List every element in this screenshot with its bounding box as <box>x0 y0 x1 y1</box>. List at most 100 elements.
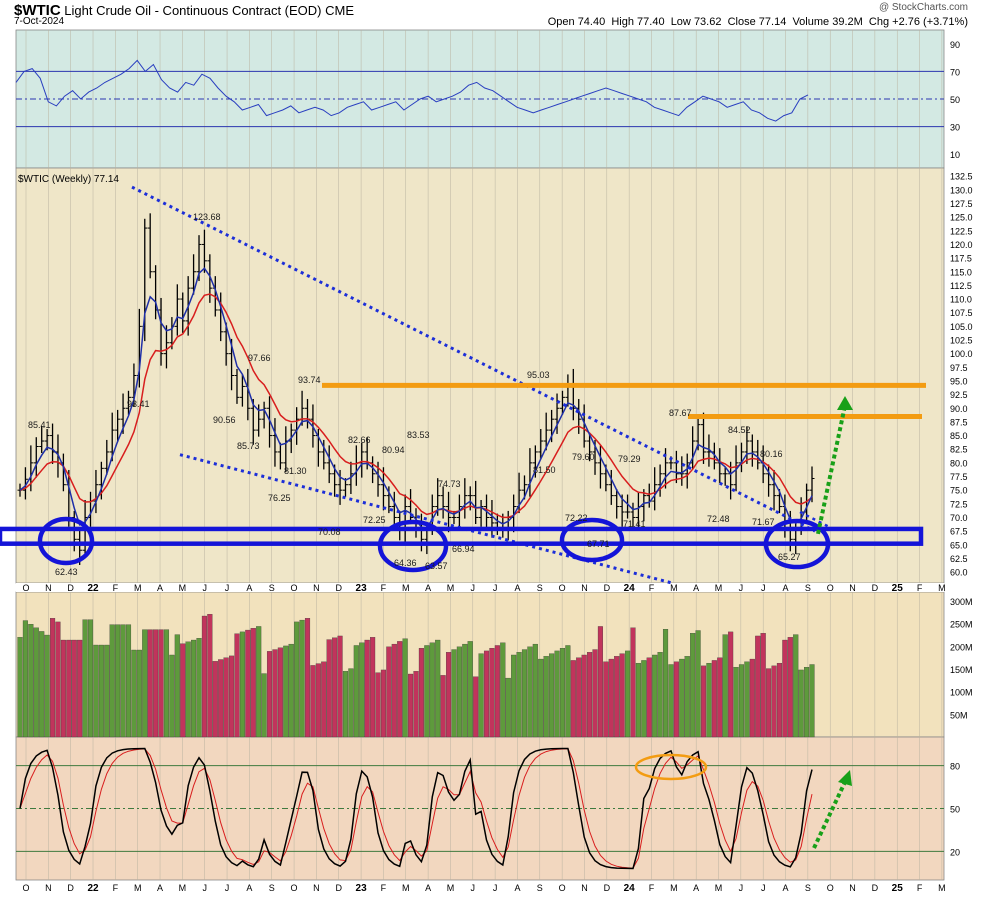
volume-bar <box>776 662 783 738</box>
price-annotation: 66.94 <box>452 544 475 554</box>
volume-bar <box>424 645 430 738</box>
volume-bar <box>131 649 137 738</box>
price-annotation: 90.56 <box>213 415 236 425</box>
volume-bar <box>451 649 457 738</box>
volume-bar <box>793 634 799 738</box>
volume-bar <box>538 658 544 738</box>
volume-bar <box>98 644 104 738</box>
volume-bar <box>782 639 788 738</box>
volume-bar <box>516 652 522 738</box>
price-tick-label: 112.5 <box>950 281 972 291</box>
support-zone-box <box>0 526 924 546</box>
volume-bar <box>261 673 267 738</box>
volume-bar <box>722 634 728 738</box>
volume-bar <box>60 639 66 738</box>
x-tick-label-bottom: N <box>581 883 588 893</box>
volume-bar <box>391 643 397 738</box>
price-annotation: 72.25 <box>363 515 386 525</box>
volume-bar <box>521 649 528 738</box>
x-tick-label-bottom: J <box>761 883 766 893</box>
volume-bar <box>543 656 549 738</box>
volume-bar <box>402 638 408 738</box>
volume-bar <box>277 647 283 738</box>
volume-bar <box>250 628 256 738</box>
volume-bar <box>500 642 506 738</box>
volume-bar <box>294 621 300 738</box>
price-annotation: 97.66 <box>248 353 271 363</box>
volume-bar <box>565 645 571 738</box>
x-tick-label-price: D <box>67 583 74 593</box>
volume-bar <box>386 646 392 738</box>
x-tick-label-bottom: F <box>917 883 923 893</box>
price-tick-label: 60.0 <box>950 568 968 578</box>
x-tick-label-bottom: J <box>202 883 207 893</box>
volume-bar <box>483 650 490 738</box>
volume-bar <box>120 624 126 738</box>
rsi-tick-label: 50 <box>950 95 960 105</box>
price-tick-label: 87.5 <box>950 417 968 427</box>
x-tick-label-price: O <box>559 583 566 593</box>
volume-bar <box>760 633 766 738</box>
price-annotation: 80.16 <box>760 449 783 459</box>
chart-date: 7-Oct-2024 <box>14 16 65 27</box>
x-tick-label-bottom: J <box>739 883 744 893</box>
close-label: Close <box>727 16 756 28</box>
volume-tick-label: 200M <box>950 642 973 652</box>
volume-bar <box>272 649 278 738</box>
volume-bar <box>283 645 289 738</box>
price-annotation: 82.66 <box>348 435 371 445</box>
price-annotation: 70.08 <box>318 527 341 537</box>
volume-bar <box>559 648 566 738</box>
slow-moving-average <box>19 293 813 519</box>
volume-bar <box>413 671 419 738</box>
support-circle-3 <box>559 517 625 563</box>
price-annotation: 72.22 <box>565 513 588 523</box>
price-tick-label: 107.5 <box>950 308 973 318</box>
chg-label: Chg <box>868 16 890 28</box>
x-tick-label-price: J <box>761 583 766 593</box>
price-tick-label: 82.5 <box>950 445 968 455</box>
volume-bar <box>462 643 468 738</box>
volume-tick-label: 150M <box>950 665 973 675</box>
x-tick-label-bottom: M <box>670 883 678 893</box>
high-value: 77.40 <box>637 16 665 28</box>
chg-value: +2.76 (+3.71%) <box>892 16 968 28</box>
volume-bar <box>766 668 772 738</box>
volume-bar <box>239 631 245 738</box>
price-tick-label: 97.5 <box>950 363 968 373</box>
volume-bar <box>109 624 115 738</box>
x-tick-label-bottom: F <box>649 883 655 893</box>
volume-bar <box>326 639 332 738</box>
x-tick-label-price: M <box>715 583 723 593</box>
x-tick-label-bottom: 24 <box>624 883 636 894</box>
watermark: @ StockCharts.com <box>878 2 968 13</box>
volume-bar <box>266 651 273 738</box>
x-tick-label-bottom: D <box>335 883 342 893</box>
price-tick-label: 65.0 <box>950 540 968 550</box>
x-tick-label-price: F <box>917 583 923 593</box>
price-tick-label: 90.0 <box>950 404 968 414</box>
volume-bar <box>245 629 251 738</box>
x-tick-label-price: 25 <box>892 583 904 594</box>
volume-bar <box>212 661 218 738</box>
volume-bar <box>180 643 186 738</box>
price-tick-label: 132.5 <box>950 172 973 182</box>
x-tick-label-price: M <box>938 583 946 593</box>
volume-bar <box>435 639 441 738</box>
volume-bar <box>147 629 153 738</box>
volume-bar <box>342 671 349 738</box>
volume-bar <box>804 667 810 738</box>
volume-bar <box>532 643 538 738</box>
volume-bar <box>44 634 50 738</box>
x-tick-label-price: M <box>179 583 187 593</box>
volume-bar <box>755 635 761 738</box>
x-tick-label-price: N <box>581 583 588 593</box>
volume-bar <box>614 656 620 738</box>
volume-bar <box>549 653 555 738</box>
price-tick-label: 125.0 <box>950 213 973 223</box>
price-annotation: 76.25 <box>268 493 291 503</box>
volume-bar <box>288 643 294 738</box>
volume-bar <box>49 618 56 738</box>
x-tick-label-bottom: A <box>425 883 431 893</box>
x-tick-label-price: 24 <box>624 583 636 594</box>
